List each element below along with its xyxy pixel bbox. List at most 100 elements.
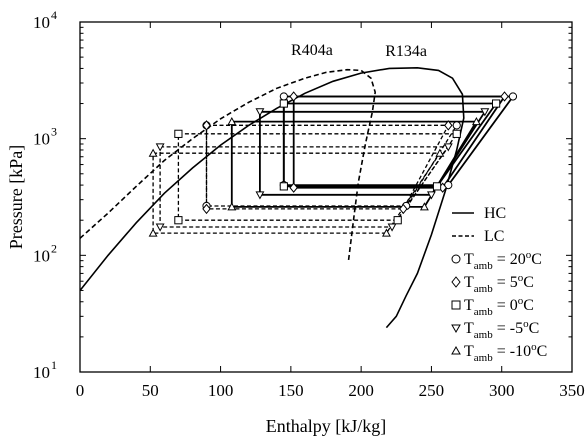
y-tick-label: 10	[33, 246, 50, 265]
legend-marker	[451, 254, 461, 264]
cycle-marker	[255, 108, 265, 117]
cycle-line-lc	[152, 152, 442, 234]
x-tick-label: 50	[142, 381, 159, 400]
legend-label-part: = 0	[493, 297, 518, 314]
cycle-marker	[435, 148, 445, 157]
cycle-marker	[491, 99, 501, 108]
cycle-marker	[227, 202, 237, 211]
cycle-marker	[155, 143, 165, 152]
legend-label-part: amb	[474, 352, 493, 364]
legend-label: Tamb = -10oC	[464, 341, 547, 364]
legend-label-part: amb	[474, 329, 493, 341]
legend-label-part: o	[518, 295, 524, 307]
plot-frame	[79, 21, 573, 373]
cycle-marker	[387, 223, 397, 232]
legend-label-part: T	[464, 251, 474, 268]
x-tick-label: 250	[419, 381, 445, 400]
y-tick-exponent: 2	[51, 241, 57, 255]
cycle-marker	[382, 228, 391, 237]
legend-label-part: o	[523, 318, 529, 330]
cycle-marker	[279, 99, 288, 108]
cycle-marker	[289, 91, 298, 102]
legend-marker	[451, 345, 461, 355]
y-tick-exponent: 1	[51, 358, 57, 372]
legend-label: Tamb = 0oC	[464, 295, 534, 318]
cycle-marker	[452, 129, 461, 138]
x-tick-label: 0	[76, 381, 85, 400]
cycle-marker	[444, 120, 453, 131]
cycle-marker	[419, 202, 429, 211]
saturation-curve-r404a	[80, 68, 377, 261]
cycle-marker	[155, 223, 165, 232]
cycle-marker	[202, 120, 211, 131]
cycle-marker	[148, 148, 158, 157]
legend-label-part: = 5	[493, 274, 518, 291]
legend-label: Tamb = -5oC	[464, 318, 539, 341]
legend-label-part: T	[464, 320, 474, 337]
cycle-marker	[480, 108, 490, 117]
legend-label: Tamb = 5oC	[464, 272, 534, 295]
legend-label-part: T	[464, 297, 474, 314]
legend-label-part: amb	[474, 306, 493, 318]
legend-marker	[451, 300, 461, 310]
x-tick-label: 200	[348, 381, 374, 400]
cycle-marker	[289, 182, 298, 193]
legend-marker-item: Tamb = 20oC	[451, 249, 542, 272]
legend-label-part: o	[518, 272, 524, 284]
cycle-marker	[148, 228, 158, 237]
legend-marker	[451, 324, 461, 334]
legend-label-part: o	[531, 341, 537, 353]
legend-marker-item: Tamb = -10oC	[451, 341, 547, 364]
legend-label-part: C	[537, 343, 548, 360]
cycle-marker	[393, 216, 402, 225]
legend-label-part: C	[523, 274, 534, 291]
x-tick-label: 350	[559, 381, 585, 400]
cycle-marker	[426, 191, 436, 200]
cycle-marker	[432, 182, 442, 191]
legend-marker-item: Tamb = -5oC	[451, 318, 539, 341]
y-tick-exponent: 4	[51, 8, 57, 22]
x-axis-label: Enthalpy [kJ/kg]	[266, 416, 386, 436]
legend-label-part: C	[523, 297, 534, 314]
cycle-marker	[508, 92, 518, 101]
legend-marker	[451, 276, 461, 288]
curve-label-r134a: R134a	[385, 43, 427, 60]
cycle-line-hc	[292, 95, 507, 189]
cycle-marker	[227, 116, 237, 126]
legend-label-part: = -5	[493, 320, 523, 337]
legend-label-part: T	[464, 343, 474, 360]
curve-labels: R404a R134a	[291, 42, 427, 60]
legend-label: HC	[484, 205, 506, 222]
cycle-marker	[443, 143, 453, 152]
legend-label: LC	[484, 228, 504, 245]
legend-label-part: C	[531, 251, 542, 268]
cycle-marker	[174, 129, 183, 138]
cycle-marker	[174, 216, 183, 225]
legend-label-part: = -10	[493, 343, 531, 360]
legend-marker-item: Tamb = 0oC	[451, 295, 534, 318]
y-axis-label: Pressure [kPa]	[6, 145, 26, 249]
cycle-line-lc	[177, 133, 458, 221]
cycle-marker	[279, 92, 288, 101]
legend-label-part: = 20	[493, 251, 526, 268]
legend-label-part: T	[464, 274, 474, 291]
legend-label-part: C	[529, 320, 540, 337]
saturation-curve-r134a	[80, 66, 465, 329]
cycle-marker	[202, 203, 211, 215]
cycle-marker	[255, 191, 265, 200]
cycle-line-lc	[205, 124, 450, 210]
cycle-marker	[471, 116, 481, 126]
cycle-markers	[148, 91, 518, 237]
curve-label-r404a: R404a	[291, 42, 333, 59]
legend-label: Tamb = 20oC	[464, 249, 542, 272]
legend-label-part: o	[526, 249, 532, 261]
legend-label-part: amb	[474, 283, 493, 295]
x-tick-label: 300	[489, 381, 515, 400]
cycle-line-hc	[282, 95, 515, 187]
y-tick-label: 10	[33, 13, 50, 32]
cycle-marker	[452, 121, 461, 130]
legend-marker-item: Tamb = 5oC	[451, 272, 534, 295]
y-tick-label: 10	[33, 130, 50, 149]
